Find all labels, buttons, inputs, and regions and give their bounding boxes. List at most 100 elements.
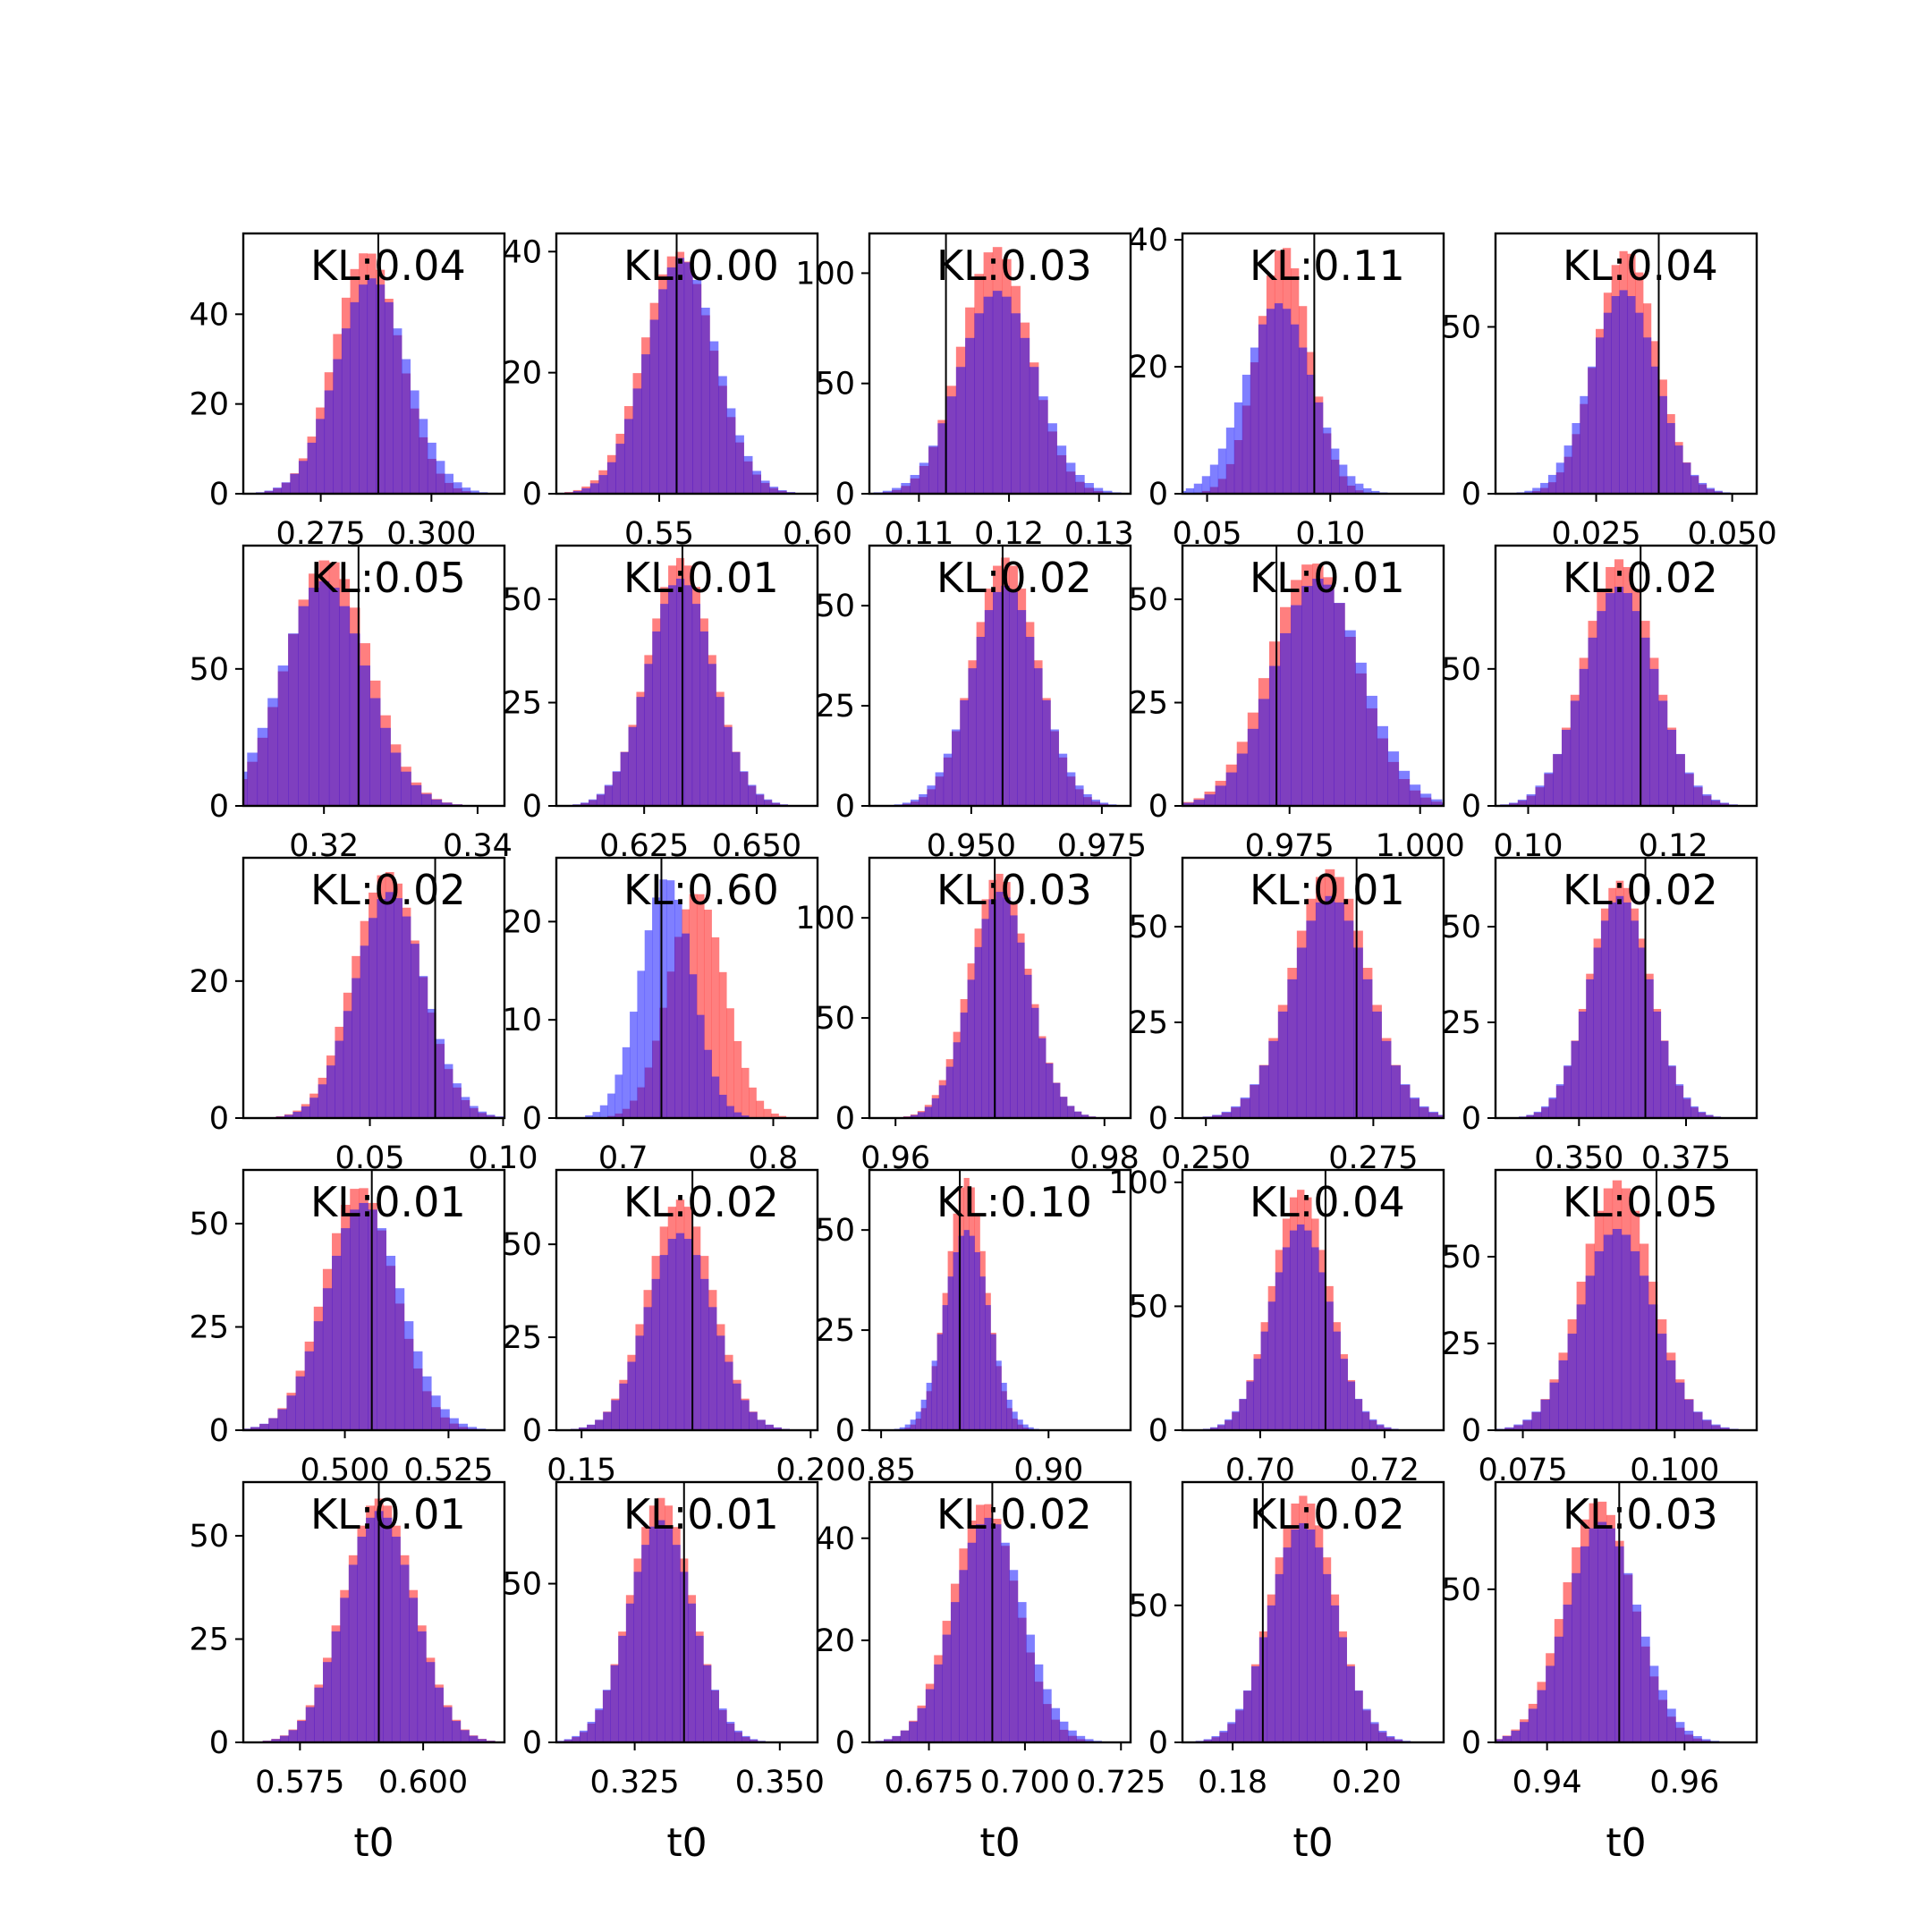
bar-blue (1666, 1708, 1676, 1742)
bar-blue (324, 390, 334, 494)
bar-blue (704, 1049, 712, 1118)
bar-blue (1185, 487, 1195, 494)
bar-blue (313, 1321, 324, 1430)
bar-blue (1631, 920, 1640, 1118)
bar-blue (724, 726, 733, 806)
bar-blue (1428, 1111, 1439, 1118)
kl-divergence-label: KL:0.01 (310, 1490, 466, 1538)
bar-blue (1331, 448, 1340, 494)
bar-blue (462, 487, 471, 494)
bar-blue (924, 1106, 933, 1118)
bar-blue (635, 1335, 644, 1430)
bar-blue (1258, 1065, 1269, 1118)
bars-group (275, 858, 504, 1118)
bar-blue (1020, 337, 1030, 494)
bar-blue (901, 482, 911, 494)
bar-blue (298, 461, 308, 494)
bar-blue (992, 291, 1003, 494)
bar-blue (401, 771, 411, 806)
bar-blue (1193, 483, 1203, 494)
bars-group (254, 1482, 504, 1742)
y-tick-label: 50 (815, 589, 855, 624)
bars-group (1496, 1170, 1748, 1430)
bar-blue (657, 1520, 665, 1742)
bar-blue (1315, 402, 1324, 494)
bar-blue (1553, 753, 1563, 806)
bar-blue (1221, 1111, 1232, 1118)
bar-blue (333, 359, 343, 494)
bar-blue (1075, 475, 1085, 494)
bar-blue (749, 1411, 758, 1430)
y-tick-label: 50 (1441, 309, 1481, 345)
bar-blue (1640, 637, 1650, 806)
bar-blue (612, 771, 621, 806)
bar-blue (936, 1334, 943, 1430)
bar-blue (1419, 793, 1432, 806)
bar-blue (1296, 947, 1307, 1118)
y-tick-label: 20 (815, 1623, 855, 1659)
bar-blue (427, 442, 436, 494)
bar-blue (1549, 1382, 1559, 1430)
bar-blue (288, 1730, 298, 1742)
bar-blue (976, 636, 986, 806)
bar-blue (996, 1360, 1002, 1430)
bar-blue (279, 1735, 289, 1742)
bar-blue (419, 976, 428, 1118)
axes-frame (1494, 856, 1758, 1120)
kl-divergence-label: KL:0.03 (1563, 1490, 1718, 1538)
bar-blue (1391, 1065, 1401, 1118)
bar-blue (1555, 1084, 1564, 1118)
bar-blue (449, 1418, 459, 1430)
bar-blue (773, 1427, 782, 1430)
bar-blue (1060, 1097, 1068, 1118)
axes-frame (1181, 232, 1445, 496)
bar-blue (427, 1008, 436, 1118)
bar-blue (367, 278, 377, 494)
bar-blue (974, 1251, 980, 1430)
bar-blue (352, 978, 360, 1118)
bar-blue (1301, 586, 1313, 806)
bar-blue (623, 419, 633, 494)
bar-blue (426, 1662, 436, 1742)
bar-blue (419, 419, 428, 494)
bar-blue (339, 606, 351, 806)
bar-blue (711, 1076, 720, 1118)
axes-frame (555, 1480, 819, 1744)
bar-blue (675, 578, 685, 806)
bar-blue (1371, 490, 1380, 494)
bar-blue (1330, 1605, 1340, 1742)
bar-blue (955, 367, 966, 494)
y-tick-label: 25 (815, 1313, 855, 1349)
bar-blue (1635, 312, 1644, 494)
axes-frame (1181, 1168, 1445, 1432)
bar-blue (1093, 487, 1104, 494)
bar-blue (335, 1040, 344, 1118)
y-tick-label: 50 (1441, 910, 1481, 945)
y-tick-label: 25 (502, 1320, 542, 1356)
x-tick-label: 0.20 (1332, 1765, 1402, 1801)
bar-blue (1394, 1739, 1403, 1742)
bar-blue (938, 1085, 946, 1118)
bar-blue (1419, 1106, 1429, 1118)
bar-blue (436, 1038, 445, 1118)
bar-blue (1410, 1097, 1420, 1118)
bar-blue (259, 1423, 269, 1430)
x-tick-label: 0.600 (378, 1765, 468, 1801)
x-tick-label: 0.725 (1076, 1765, 1165, 1801)
bar-blue (1315, 902, 1326, 1118)
bar-blue (331, 1631, 341, 1742)
bar-blue (652, 897, 660, 1118)
bar-blue (911, 799, 919, 806)
bar-blue (606, 462, 616, 494)
bar-blue (1588, 366, 1597, 494)
x-tick-label: 0.350 (735, 1765, 825, 1801)
bar-blue (1705, 1114, 1714, 1118)
bar-blue (1522, 1419, 1532, 1430)
bar-blue (1699, 482, 1707, 494)
bar-blue (909, 1721, 918, 1742)
bar-blue (341, 1228, 351, 1430)
bar-blue (1333, 1331, 1341, 1430)
